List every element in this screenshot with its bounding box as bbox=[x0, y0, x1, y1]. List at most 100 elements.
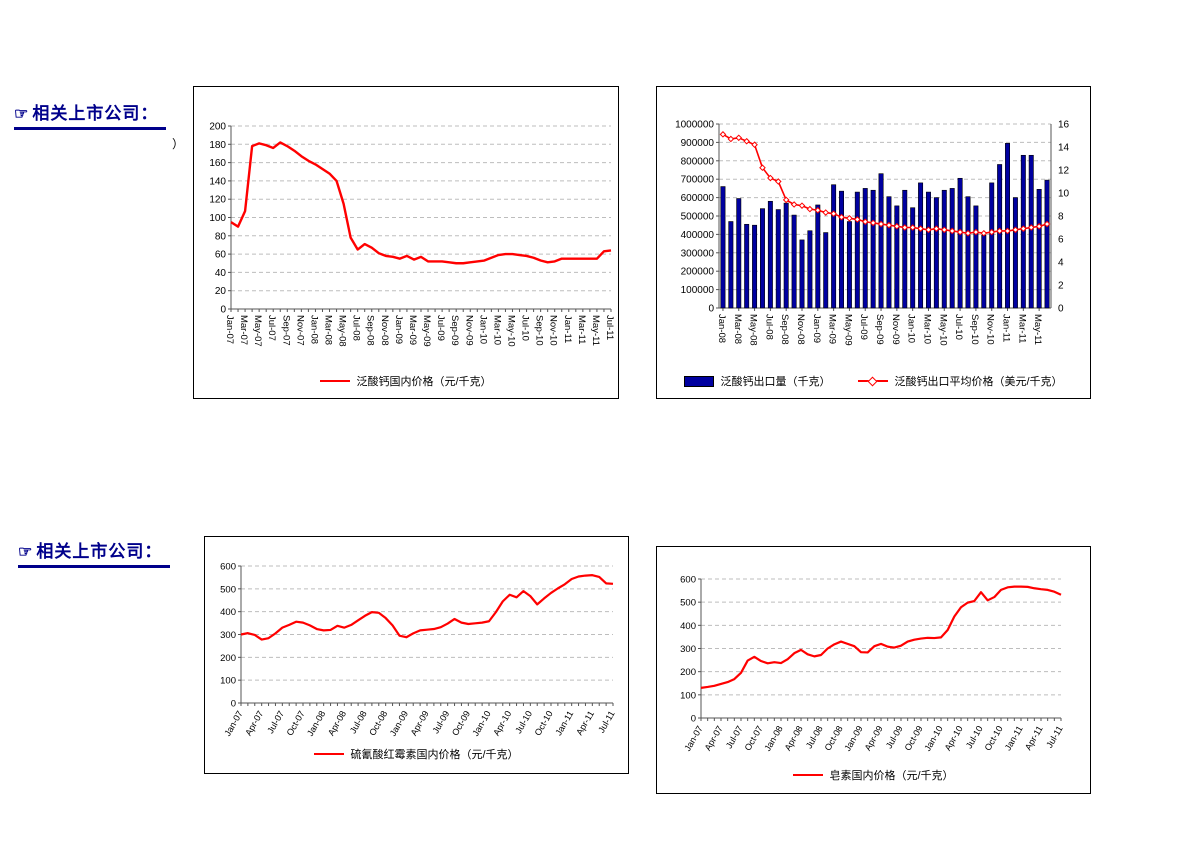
y-tick-label: 600 bbox=[680, 575, 696, 586]
x-tick-label: Jul-10 bbox=[520, 315, 531, 341]
diamond-marker bbox=[869, 219, 877, 227]
bar bbox=[752, 224, 758, 309]
diamond-marker bbox=[980, 229, 988, 237]
y-tick-label: 200 bbox=[220, 653, 236, 664]
x-tick-label: Nov-09 bbox=[890, 314, 901, 345]
y-tick-label: 500000 bbox=[681, 212, 715, 223]
diamond-marker bbox=[909, 224, 916, 231]
bar bbox=[1012, 197, 1018, 309]
diamond-marker bbox=[948, 227, 956, 235]
x-tick-label: Jul-08 bbox=[763, 314, 774, 340]
y2-tick-label: 14 bbox=[1058, 143, 1070, 154]
diamond-marker bbox=[767, 174, 774, 182]
diamond-marker bbox=[877, 220, 885, 228]
legend-bar-swatch bbox=[684, 375, 715, 387]
x-tick-label: Jan-11 bbox=[562, 315, 573, 343]
bar bbox=[910, 207, 916, 309]
y-tick-label: 180 bbox=[209, 140, 226, 151]
y2-tick-label: 10 bbox=[1058, 189, 1070, 200]
pointing-hand-icon: ☞ bbox=[14, 106, 30, 123]
diamond-marker bbox=[996, 227, 1003, 235]
x-tick-label: Mar-10 bbox=[921, 314, 932, 344]
legend-label: 硫氰酸红霉素国内价格（元/千克） bbox=[350, 749, 519, 761]
x-tick-label: Oct-07 bbox=[285, 709, 307, 737]
bar bbox=[760, 208, 765, 309]
pointing-hand-icon: ☞ bbox=[18, 544, 34, 561]
x-tick-label: Apr-11 bbox=[1023, 724, 1045, 752]
diamond-marker bbox=[893, 223, 901, 230]
diamond-marker bbox=[782, 196, 790, 204]
bar bbox=[720, 186, 726, 309]
x-tick-label: Mar-09 bbox=[407, 315, 418, 345]
x-tick-label: Mar-11 bbox=[1016, 314, 1027, 343]
x-tick-label: Nov-08 bbox=[795, 314, 806, 345]
x-tick-label: Jan-10 bbox=[922, 724, 944, 753]
bar bbox=[744, 223, 750, 309]
x-tick-label: Jan-08 bbox=[305, 709, 327, 738]
y-tick-label: 300 bbox=[220, 630, 236, 641]
legend-item: 泛酸钙出口平均价格（美元/千克） bbox=[858, 373, 1063, 389]
x-tick-label: Sep-10 bbox=[969, 314, 980, 345]
y-tick-label: 300000 bbox=[681, 248, 715, 259]
heading-text: 相关上市公司： bbox=[32, 104, 159, 123]
diamond-marker bbox=[988, 228, 996, 236]
x-tick-label: May-09 bbox=[421, 315, 432, 347]
bar bbox=[767, 200, 773, 309]
x-tick-label: Jan-09 bbox=[393, 315, 404, 344]
bar bbox=[799, 239, 805, 309]
diamond-marker bbox=[901, 224, 909, 231]
x-tick-label: Jan-07 bbox=[224, 315, 235, 344]
x-tick-label: Nov-09 bbox=[463, 315, 474, 346]
bar bbox=[823, 232, 829, 309]
diamond-marker bbox=[838, 213, 845, 221]
diamond-marker bbox=[727, 135, 735, 143]
related-companies-heading-2[interactable]: ☞ 相关上市公司： bbox=[18, 537, 171, 568]
x-tick-label: Jul-07 bbox=[724, 724, 745, 750]
y-tick-label: 400000 bbox=[681, 230, 715, 241]
bar bbox=[918, 182, 924, 309]
x-tick-label: Oct-10 bbox=[533, 709, 555, 737]
y-tick-label: 120 bbox=[209, 195, 226, 206]
diamond-marker bbox=[790, 201, 798, 208]
y-tick-label: 400 bbox=[220, 607, 236, 618]
x-tick-label: Jul-07 bbox=[265, 709, 286, 735]
x-tick-label: May-09 bbox=[842, 314, 853, 346]
x-tick-label: Jul-07 bbox=[266, 315, 277, 341]
y-tick-label: 600000 bbox=[681, 193, 715, 204]
bar bbox=[941, 189, 947, 309]
legend-label: 泛酸钙出口量（千克） bbox=[720, 376, 831, 388]
bar bbox=[949, 188, 955, 309]
clipped-axis-title-fragment: ） bbox=[172, 137, 185, 151]
related-companies-heading-1[interactable]: ☞ 相关上市公司： bbox=[14, 99, 167, 130]
heading-text: 相关上市公司： bbox=[36, 542, 163, 561]
x-tick-label: Jul-09 bbox=[435, 315, 446, 341]
chart-saponin-price: 0 100 200 300 400 500 600 Jan-07 Apr-07 Jul-07 Oct… bbox=[656, 546, 1091, 794]
diamond-marker bbox=[814, 206, 822, 214]
diamond-marker bbox=[972, 228, 980, 236]
y-tick-label: 800000 bbox=[681, 156, 715, 167]
x-tick-label: Apr-09 bbox=[863, 724, 885, 752]
diamond-marker bbox=[917, 225, 924, 232]
x-tick-label: Jan-11 bbox=[1001, 314, 1012, 342]
y-tick-label: 200 bbox=[680, 667, 696, 678]
bar bbox=[989, 182, 995, 309]
x-tick-label: Apr-10 bbox=[491, 709, 513, 737]
diamond-marker bbox=[719, 131, 727, 138]
bar bbox=[815, 204, 821, 309]
y2-tick-label: 4 bbox=[1058, 258, 1064, 269]
bar bbox=[926, 191, 931, 309]
y-tick-label: 40 bbox=[215, 268, 227, 279]
x-tick-label: Jul-08 bbox=[351, 315, 362, 341]
diamond-marker bbox=[743, 137, 750, 145]
x-tick-label: Mar-10 bbox=[491, 315, 502, 345]
bar bbox=[870, 189, 876, 309]
x-tick-label: Jan-09 bbox=[388, 709, 410, 738]
x-tick-label: Jan-10 bbox=[477, 315, 488, 344]
y2-tick-label: 6 bbox=[1058, 235, 1064, 246]
y2-tick-label: 8 bbox=[1058, 212, 1064, 223]
